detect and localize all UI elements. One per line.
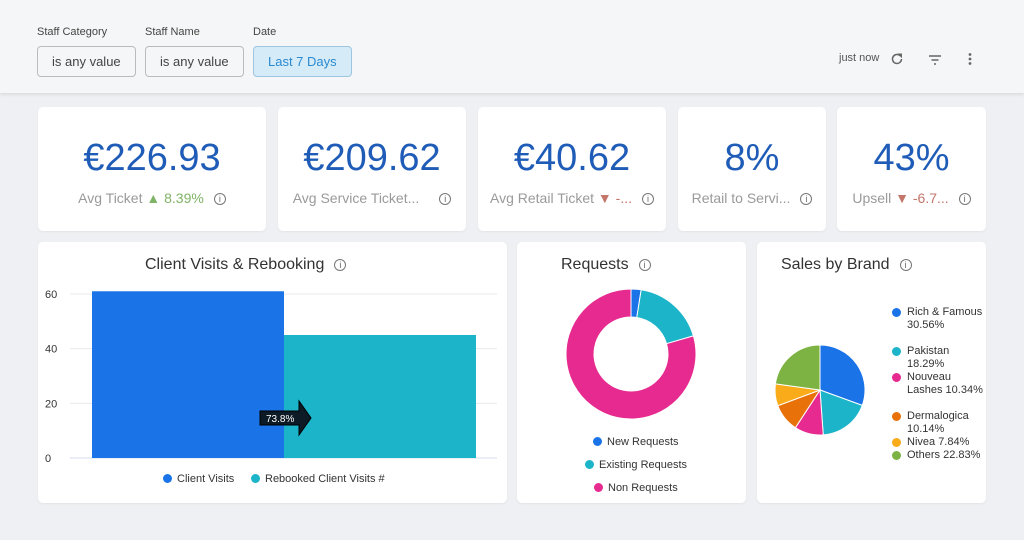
y-tick-label: 20 xyxy=(45,398,57,410)
legend-percent: 10.34% xyxy=(945,384,983,396)
filter-staff-category: Staff Category is any value xyxy=(37,26,136,77)
legend-dot xyxy=(251,474,260,483)
more-vertical-icon[interactable] xyxy=(966,52,974,66)
bar-client-visits[interactable] xyxy=(92,291,284,458)
date-dropdown[interactable]: Last 7 Days xyxy=(253,46,352,77)
legend-name: Pakistan xyxy=(907,345,950,357)
kpi-label: Avg Service Ticket... xyxy=(292,190,420,206)
legend-percent: 22.83% xyxy=(943,449,981,461)
kpi-delta: ▼ -... xyxy=(597,190,632,206)
staff-name-dropdown[interactable]: is any value xyxy=(145,46,244,77)
filter-label: Staff Category xyxy=(37,26,108,38)
client-visits-card: Client Visits & Rebooking i 0 20 40 60 73.8% … xyxy=(38,242,507,503)
kpi-avg-service-ticket: €209.62 Avg Service Ticket... i xyxy=(278,107,466,231)
info-icon[interactable]: i xyxy=(958,193,971,205)
bar-chart: 0 20 40 60 73.8% xyxy=(45,289,497,465)
kpi-label: Upsell xyxy=(852,190,892,206)
kpi-value: 8% xyxy=(724,137,780,179)
legend-dot xyxy=(593,437,602,446)
filter-date: Date Last 7 Days xyxy=(253,26,352,77)
slice-non-requests[interactable] xyxy=(565,288,697,420)
kpi-delta: ▲ 8.39% xyxy=(146,190,204,206)
filter-label: Date xyxy=(253,26,277,38)
kpi-label: Retail to Servi... xyxy=(691,190,791,206)
legend-name: Others xyxy=(907,449,941,461)
info-icon[interactable]: i xyxy=(638,259,651,271)
legend-rebooked[interactable]: Rebooked Client Visits # xyxy=(251,473,385,486)
rebook-rate-arrow: 73.8% xyxy=(259,399,312,437)
info-icon[interactable]: i xyxy=(800,193,813,205)
sales-by-brand-card: Sales by Brand i Rich & Famous 30.56% Paki… xyxy=(757,242,986,503)
info-icon[interactable]: i xyxy=(213,193,226,205)
y-tick-label: 40 xyxy=(45,344,57,356)
filter-icon[interactable] xyxy=(928,54,942,66)
slice-pakistan[interactable] xyxy=(819,389,863,436)
legend-name: Nivea xyxy=(907,436,936,448)
kpi-value: €209.62 xyxy=(303,137,441,179)
refresh-icon[interactable] xyxy=(890,52,904,66)
requests-card: Requests i New Requests Existing Requests… xyxy=(517,242,746,503)
legend-dot xyxy=(163,474,172,483)
pie-chart xyxy=(774,344,866,436)
legend-client-visits[interactable]: Client Visits xyxy=(163,473,234,486)
info-icon[interactable]: i xyxy=(439,193,452,205)
legend-name: Dermalogica xyxy=(907,410,969,422)
legend-dot xyxy=(892,412,901,421)
legend-dot xyxy=(892,347,901,356)
legend-percent: 7.84% xyxy=(938,436,970,448)
slice-existing-requests[interactable] xyxy=(636,289,695,345)
legend-dot xyxy=(594,483,603,492)
legend-existing-requests[interactable]: Existing Requests xyxy=(585,459,687,472)
legend-percent: 18.29% xyxy=(907,358,945,370)
donut-chart xyxy=(565,288,697,420)
info-icon[interactable]: i xyxy=(334,259,347,271)
legend-dermalogica[interactable]: Dermalogica 10.14% xyxy=(892,410,987,436)
info-icon[interactable]: i xyxy=(641,193,654,205)
legend-dot xyxy=(892,451,901,460)
y-tick-label: 60 xyxy=(45,289,57,301)
chart-title: Sales by Brand i xyxy=(781,256,912,274)
legend-non-requests[interactable]: Non Requests xyxy=(594,482,678,495)
staff-category-dropdown[interactable]: is any value xyxy=(37,46,136,77)
y-tick-label: 0 xyxy=(45,453,51,465)
slice-rich-famous[interactable] xyxy=(819,344,866,407)
kpi-retail-to-service: 8% Retail to Servi... i xyxy=(678,107,826,231)
slice-others[interactable] xyxy=(774,344,821,391)
kpi-avg-retail-ticket: €40.62 Avg Retail Ticket ▼ -... i xyxy=(478,107,666,231)
kpi-value: €226.93 xyxy=(83,137,221,179)
kpi-avg-ticket: €226.93 Avg Ticket ▲ 8.39% i xyxy=(38,107,266,231)
legend-others[interactable]: Others 22.83% xyxy=(892,449,987,462)
legend-pakistan[interactable]: Pakistan 18.29% xyxy=(892,345,987,371)
kpi-value: 43% xyxy=(873,137,950,179)
legend-percent: 10.14% xyxy=(907,423,945,435)
legend-dot xyxy=(585,460,594,469)
filter-label: Staff Name xyxy=(145,26,200,38)
legend-dot xyxy=(892,438,901,447)
kpi-delta: ▼ -6.7... xyxy=(895,190,949,206)
bar-rebooked-client-visits-[interactable] xyxy=(284,335,476,458)
kpi-label: Avg Retail Ticket xyxy=(490,190,595,206)
info-icon[interactable]: i xyxy=(899,259,912,271)
legend-percent: 30.56% xyxy=(907,319,945,331)
rebook-rate-label: 73.8% xyxy=(266,414,294,425)
legend-name: Nouveau Lashes xyxy=(907,371,952,396)
legend-rich-famous[interactable]: Rich & Famous 30.56% xyxy=(892,306,987,332)
legend-dot xyxy=(892,308,901,317)
legend-new-requests[interactable]: New Requests xyxy=(593,436,679,449)
filter-staff-name: Staff Name is any value xyxy=(145,26,244,77)
legend-dot xyxy=(892,373,901,382)
kpi-value: €40.62 xyxy=(513,137,631,179)
chart-title: Requests i xyxy=(561,256,651,274)
legend-name: Rich & Famous xyxy=(907,306,983,318)
filter-bar: Staff Category is any value Staff Name i… xyxy=(0,0,1024,93)
chart-title: Client Visits & Rebooking i xyxy=(145,256,347,274)
kpi-upsell: 43% Upsell ▼ -6.7... i xyxy=(837,107,986,231)
legend-nivea[interactable]: Nivea 7.84% xyxy=(892,436,987,449)
kpi-label: Avg Ticket xyxy=(78,190,143,206)
last-updated: just now xyxy=(839,52,880,64)
legend-nouveau-lashes[interactable]: Nouveau Lashes 10.34% xyxy=(892,371,987,397)
